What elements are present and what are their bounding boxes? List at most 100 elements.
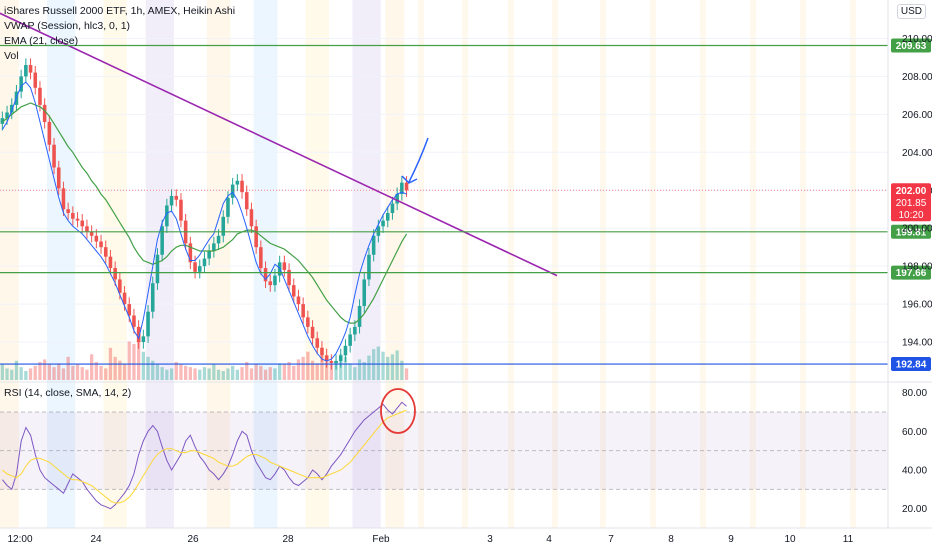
future-session-band-0 [418,0,424,528]
candle-65 [306,317,310,327]
volume-bar-10 [47,364,51,380]
candle-73 [343,345,348,356]
volume-bar-52 [245,362,249,380]
time-tick-3: 28 [282,534,294,545]
vwap-line [1,81,407,362]
volume-bar-20 [94,362,98,380]
price-tick-7: 208.00 [902,72,932,83]
price-tick-0: 194.00 [902,338,932,349]
candle-14 [66,209,70,214]
level-label-bg-1 [891,224,931,239]
volume-bar-47 [221,371,225,380]
candle-37 [174,195,179,200]
session-band-1 [47,0,76,528]
candle-79 [371,235,376,255]
future-session-band-2 [508,0,514,528]
volume-bar-65 [306,351,310,380]
volume-bar-60 [282,364,286,380]
candle-44 [207,250,211,259]
candle-63 [296,296,301,305]
volume-bar-5 [24,371,28,380]
session-band-8 [385,0,405,528]
volume-bar-81 [381,351,385,380]
candle-29 [136,326,141,343]
time-tick-4: Feb [372,534,390,545]
indicator-ema[interactable]: EMA (21, close) [4,35,79,47]
candle-23 [108,256,113,269]
chart-legend: iShares Russell 2000 ETF, 1h, AMEX, Heik… [4,4,235,64]
rsi-tick-3: 80.00 [902,388,927,399]
volume-bar-0 [0,364,4,380]
candle-4 [19,76,23,92]
volume-bar-86 [404,368,409,380]
volume-bar-55 [259,365,263,380]
annotation-ellipse [380,388,416,434]
rsi-legend[interactable]: RSI (14, close, SMA, 14, 2) [4,387,132,399]
candle-26 [122,292,127,305]
candle-66 [310,326,315,339]
annotation-arrow-head [401,175,418,184]
candle-54 [254,226,258,248]
volume-bar-54 [254,364,258,380]
volume-bar-51 [240,367,244,380]
price-tick-5: 204.00 [902,148,932,159]
candle-41 [193,262,197,272]
currency-button[interactable]: USD [896,4,926,19]
candle-76 [357,306,362,327]
time-tick-11: 11 [843,534,854,545]
volume-bar-38 [179,364,183,380]
volume-bar-75 [353,367,357,380]
volume-bar-50 [235,369,239,380]
volume-bar-19 [90,354,94,380]
volume-bar-12 [57,363,61,380]
volume-bar-16 [75,364,80,380]
candle-80 [376,226,381,236]
future-session-band-1 [462,0,468,528]
candle-35 [165,205,169,227]
volume-bar-48 [226,368,230,380]
volume-bar-66 [310,360,315,380]
time-tick-2: 26 [187,534,199,545]
candle-10 [47,121,52,145]
time-tick-10: 10 [784,534,796,545]
indicator-vwap[interactable]: VWAP (Session, hlc3, 0, 1) [4,20,131,32]
candle-64 [301,304,305,318]
volume-bar-63 [296,359,301,380]
volume-bar-21 [99,365,103,380]
volume-bar-59 [278,363,282,380]
rsi-ma-line [2,409,407,504]
candle-42 [197,266,202,272]
level-label-bg-3 [891,357,931,372]
level-label-bg-0 [891,38,931,53]
ema-line [2,102,408,324]
volume-bar-6 [28,368,33,380]
price-tick-3: 200.00 [902,224,932,235]
rsi-tick-1: 40.00 [902,466,927,477]
rsi-tick-2: 60.00 [902,427,927,438]
volume-bar-9 [43,359,47,380]
volume-bar-83 [390,354,395,380]
session-band-7 [352,0,381,528]
candle-78 [367,254,371,280]
volume-bar-53 [249,368,254,380]
candle-53 [249,209,254,227]
candle-62 [291,285,296,297]
volume-bar-2 [10,369,14,380]
candle-2 [9,104,14,113]
candle-56 [263,268,268,282]
volume-bar-7 [33,365,37,380]
candle-9 [42,104,47,122]
level-label-1: 199.81 [896,227,927,238]
volume-bar-24 [113,356,117,380]
indicator-vol[interactable]: Vol [4,50,19,62]
candle-67 [315,338,320,348]
volume-bar-73 [343,356,348,380]
time-tick-9: 9 [728,534,734,545]
candle-45 [212,243,216,251]
volume-bar-30 [141,351,145,380]
volume-bar-74 [348,363,352,380]
candle-86 [404,182,409,191]
level-label-2: 197.66 [896,268,927,279]
candle-17 [80,220,85,227]
